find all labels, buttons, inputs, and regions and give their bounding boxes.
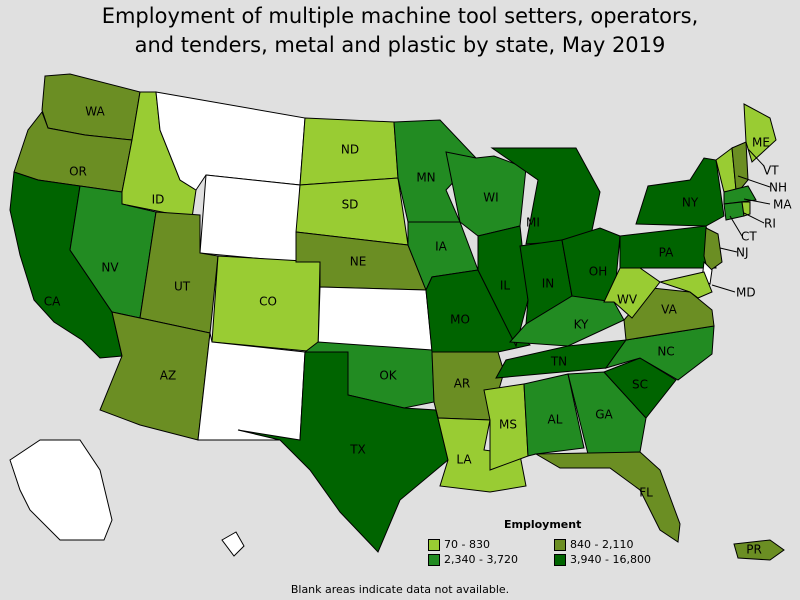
- state-label-az: AZ: [160, 369, 176, 383]
- state-mn: [393, 119, 477, 223]
- state-pa: [619, 225, 717, 269]
- state-labels: WA OR CA ID NV UT AZ CO ND SD NE OK TX MN IA MO AR LA WI IL…: [44, 105, 793, 557]
- legend-item-4: 3,940 - 16,800: [554, 553, 680, 566]
- legend-label-4: 3,940 - 16,800: [570, 553, 651, 566]
- state-label-tn: TN: [550, 355, 567, 369]
- state-fl: [534, 451, 681, 543]
- state-wy: [199, 174, 301, 263]
- map-title: Employment of multiple machine tool sett…: [0, 2, 800, 60]
- leader-nh: [737, 175, 771, 188]
- state-label-tx: TX: [349, 443, 366, 457]
- state-label-ky: KY: [574, 318, 589, 332]
- state-me: [743, 103, 777, 163]
- state-label-mi: MI: [526, 216, 540, 230]
- state-label-md: MD: [736, 286, 756, 300]
- state-label-pa: PA: [659, 246, 674, 260]
- state-label-ct: CT: [741, 230, 757, 244]
- state-label-in: IN: [542, 277, 555, 291]
- state-label-or: OR: [69, 165, 87, 179]
- state-wi: [445, 151, 527, 237]
- state-label-sd: SD: [342, 198, 359, 212]
- state-az: [99, 311, 211, 441]
- state-label-nd: ND: [341, 143, 359, 157]
- state-label-fl: FL: [639, 486, 653, 500]
- footnote: Blank areas indicate data not available.: [290, 583, 510, 596]
- state-label-oh: OH: [589, 265, 607, 279]
- legend-item-3: 2,340 - 3,720: [428, 553, 554, 566]
- label-leader-lines: [711, 148, 771, 293]
- state-label-mo: MO: [450, 313, 470, 327]
- leader-vt: [747, 148, 765, 167]
- state-nj: [703, 227, 723, 273]
- state-label-nv: NV: [101, 261, 119, 275]
- state-ct: [723, 201, 745, 221]
- state-label-ia: IA: [435, 240, 448, 254]
- leader-ri: [743, 212, 765, 224]
- state-ak: [9, 439, 113, 541]
- state-label-sc: SC: [632, 378, 648, 392]
- leader-ct: [729, 215, 743, 237]
- legend-label-3: 2,340 - 3,720: [444, 553, 518, 566]
- state-md: [658, 271, 713, 299]
- legend-swatch-2: [554, 538, 566, 551]
- state-label-me: ME: [752, 136, 770, 150]
- state-label-nh: NH: [769, 181, 787, 195]
- state-ga: [567, 371, 647, 455]
- state-label-ms: MS: [499, 418, 517, 432]
- state-label-wa: WA: [85, 105, 105, 119]
- state-label-ar: AR: [454, 377, 471, 391]
- state-hi: [221, 531, 245, 557]
- state-label-il: IL: [500, 279, 511, 293]
- state-label-al: AL: [548, 413, 563, 427]
- state-il: [477, 225, 529, 348]
- leader-md: [711, 284, 736, 293]
- state-ny: [635, 157, 725, 227]
- state-label-nj: NJ: [736, 246, 749, 260]
- state-ri: [741, 201, 751, 217]
- state-label-co: CO: [259, 295, 277, 309]
- state-label-la: LA: [456, 453, 472, 467]
- leader-ma: [743, 198, 771, 205]
- legend-item-2: 840 - 2,110: [554, 538, 680, 551]
- legend-label-1: 70 - 830: [444, 538, 490, 551]
- legend-swatch-3: [428, 553, 440, 566]
- legend-label-2: 840 - 2,110: [570, 538, 634, 551]
- state-al: [523, 373, 585, 457]
- leader-nj: [719, 247, 738, 253]
- state-label-ne: NE: [350, 255, 367, 269]
- legend: Employment 70 - 830 840 - 2,110 2,340 - …: [428, 518, 688, 567]
- state-ms: [483, 383, 529, 471]
- state-pr: [733, 539, 785, 561]
- state-label-id: ID: [152, 193, 165, 207]
- title-line-1: Employment of multiple machine tool sett…: [101, 4, 699, 28]
- state-label-ok: OK: [379, 369, 397, 383]
- legend-title: Employment: [504, 518, 582, 531]
- state-label-ca: CA: [44, 295, 61, 309]
- state-label-ga: GA: [595, 408, 613, 422]
- state-label-ny: NY: [682, 196, 699, 210]
- state-label-ut: UT: [174, 280, 191, 294]
- state-label-ri: RI: [764, 217, 776, 231]
- state-la: [435, 409, 527, 493]
- state-label-vt: VT: [763, 164, 779, 178]
- legend-item-1: 70 - 830: [428, 538, 554, 551]
- state-shapes: [9, 73, 785, 561]
- state-label-wv: WV: [617, 293, 638, 307]
- state-label-ma: MA: [773, 198, 792, 212]
- state-ks: [317, 286, 433, 351]
- state-label-nc: NC: [657, 345, 674, 359]
- state-sc: [603, 357, 677, 419]
- state-mt: [155, 91, 306, 191]
- state-label-wi: WI: [483, 191, 498, 205]
- state-nh: [731, 141, 749, 193]
- state-label-va: VA: [661, 303, 677, 317]
- state-label-pr: PR: [746, 543, 762, 557]
- legend-swatch-1: [428, 538, 440, 551]
- legend-swatch-4: [554, 553, 566, 566]
- state-label-mn: MN: [416, 171, 435, 185]
- title-line-2: and tenders, metal and plastic by state,…: [134, 33, 666, 57]
- state-tx: [237, 351, 449, 553]
